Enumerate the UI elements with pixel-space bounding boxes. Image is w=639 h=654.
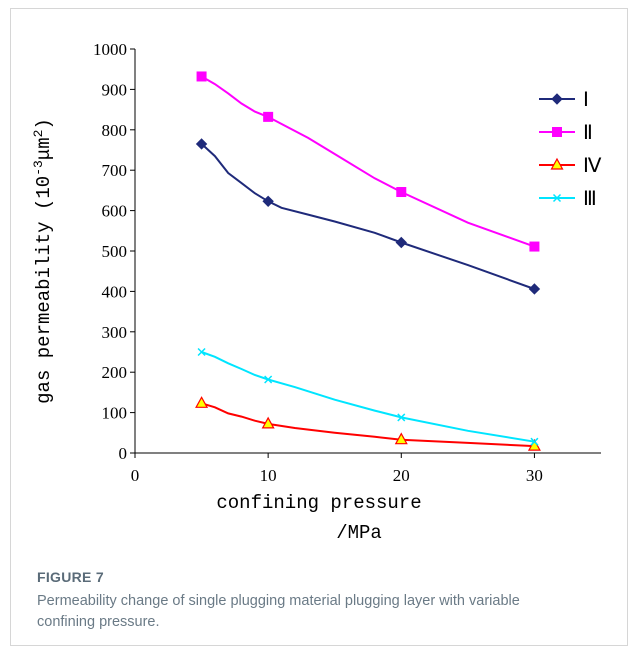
- data-point-marker: [195, 138, 208, 150]
- x-tick-label: 20: [393, 466, 410, 485]
- x-tick-label: 10: [260, 466, 277, 485]
- data-point-marker: [195, 396, 209, 408]
- series-3: [195, 396, 541, 451]
- legend-label: Ⅰ: [583, 89, 589, 111]
- y-tick-label: 900: [102, 80, 128, 99]
- data-point-marker: [397, 413, 406, 422]
- y-tick-label: 200: [102, 363, 128, 382]
- data-point-marker: [264, 375, 273, 384]
- series-line: [201, 402, 535, 448]
- legend-marker: [550, 157, 564, 170]
- data-point-marker: [263, 111, 274, 122]
- figure-card: 0 100 200 300 400 500 600 700 800 900 1000 0 10 20 30 …: [10, 8, 628, 646]
- series-line: [201, 351, 535, 443]
- legend-item: Ⅲ: [539, 188, 597, 210]
- x-tick-label: 30: [526, 466, 543, 485]
- data-point-marker: [395, 236, 407, 249]
- data-point-marker: [197, 347, 206, 357]
- y-axis-title-exp2: 2: [31, 130, 46, 138]
- y-tick-label: 600: [102, 202, 128, 221]
- y-axis-title: gas permeability (10-3μm2): [31, 118, 55, 404]
- figure-label: FIGURE 7: [37, 569, 104, 585]
- legend-item: Ⅱ: [539, 122, 593, 144]
- figure-caption: Permeability change of single plugging m…: [37, 593, 520, 630]
- legend-marker: [552, 127, 562, 137]
- x-tick-label: 0: [131, 466, 140, 485]
- chart-axes: 0 100 200 300 400 500 600 700 800 900 1000 0 10 20 30: [93, 40, 601, 485]
- y-tick-label: 400: [102, 282, 128, 301]
- data-point-marker: [261, 416, 275, 429]
- y-axis-title-main: gas permeability (10: [33, 176, 55, 404]
- y-tick-label: 500: [102, 242, 128, 261]
- legend-label: Ⅲ: [583, 188, 597, 210]
- legend-item: Ⅳ: [539, 155, 602, 177]
- y-tick-label: 100: [102, 404, 128, 423]
- series-line: [200, 143, 535, 290]
- data-point-marker: [196, 71, 207, 82]
- x-axis-title-line1: confining pressure: [216, 492, 421, 514]
- data-point-marker: [529, 241, 540, 252]
- data-point-marker: [530, 437, 539, 446]
- data-point-marker: [262, 195, 274, 208]
- chart-legend: Ⅰ Ⅱ Ⅳ Ⅲ: [539, 89, 602, 210]
- y-tick-label: 700: [102, 161, 128, 180]
- series-2: [196, 71, 540, 252]
- y-axis-title-end: ): [33, 118, 55, 129]
- chart-series: [195, 71, 541, 451]
- y-tick-label: 300: [102, 323, 128, 342]
- legend-item: Ⅰ: [539, 89, 589, 111]
- data-point-marker: [394, 432, 408, 445]
- data-point-marker: [396, 187, 407, 198]
- y-axis-title-exp1: -3: [31, 160, 46, 176]
- series-4: [197, 347, 539, 446]
- legend-marker: [551, 93, 563, 105]
- series-line: [201, 75, 535, 248]
- legend-label: Ⅱ: [583, 122, 593, 144]
- data-point-marker: [528, 283, 541, 295]
- legend-label: Ⅳ: [583, 155, 602, 177]
- y-tick-label: 1000: [93, 40, 127, 59]
- y-axis-title-mid: μm: [33, 137, 55, 160]
- y-tick-label: 0: [119, 444, 128, 463]
- x-axis-title-line2: /MPa: [336, 522, 382, 544]
- series-1: [195, 138, 541, 295]
- legend-marker: [552, 193, 562, 203]
- y-tick-label: 800: [102, 121, 128, 140]
